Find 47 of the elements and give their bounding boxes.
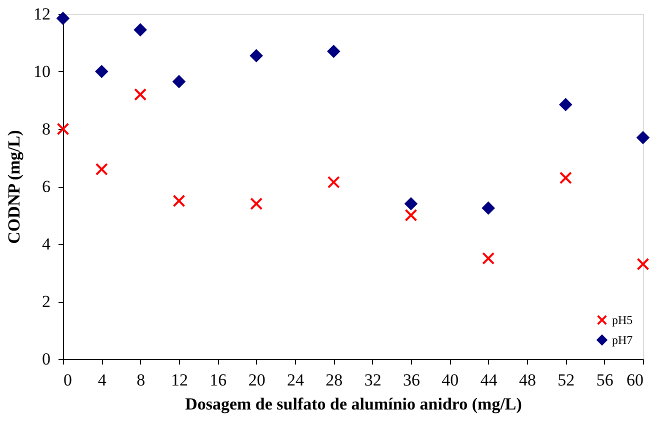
x-tick-label: 8 xyxy=(136,370,146,390)
point xyxy=(404,209,418,222)
y-tick-label: 6 xyxy=(42,177,50,196)
x-tick-label: 60 xyxy=(626,370,644,390)
point xyxy=(172,194,186,208)
y-tick-label: 10 xyxy=(34,62,50,81)
x-tick-label: 36 xyxy=(403,370,420,390)
x-axis-title: Dosagem de sulfato de alumínio anidro (mg/L) xyxy=(185,394,522,414)
legend-label: pH5 xyxy=(612,313,633,327)
point xyxy=(404,198,418,210)
point xyxy=(56,122,70,136)
x-tick-label: 52 xyxy=(558,370,575,390)
point xyxy=(95,163,108,176)
point xyxy=(327,176,340,188)
x-tick-label: 32 xyxy=(364,370,382,390)
x-tick-label: 28 xyxy=(326,370,343,390)
y-tick-label: 0 xyxy=(42,350,50,368)
point xyxy=(172,75,186,88)
x-tick-label: 20 xyxy=(248,370,266,390)
point xyxy=(482,252,495,265)
point xyxy=(134,24,147,36)
y-tick-label: 12 xyxy=(34,4,50,24)
point xyxy=(327,45,340,58)
x-tick-label: 24 xyxy=(287,370,304,390)
x-tick-label: 48 xyxy=(519,370,536,390)
legend-label: pH7 xyxy=(612,333,633,347)
point xyxy=(559,172,572,184)
y-tick-label: 8 xyxy=(42,120,50,138)
point xyxy=(95,65,108,78)
point xyxy=(559,98,572,111)
point xyxy=(482,202,495,214)
x-tick-label: 4 xyxy=(98,370,107,390)
x-tick-label: 0 xyxy=(64,370,72,390)
y-tick-label: 4 xyxy=(42,234,51,254)
x-tick-label: 12 xyxy=(171,370,188,390)
point xyxy=(134,88,147,101)
x-tick-label: 44 xyxy=(480,370,498,390)
point xyxy=(250,49,263,62)
x-tick-label: 56 xyxy=(596,370,614,390)
y-tick-label: 2 xyxy=(42,292,50,311)
point xyxy=(250,198,263,210)
point xyxy=(636,258,650,270)
y-axis-title: CODNP (mg/L) xyxy=(4,130,24,244)
x-tick-label: 40 xyxy=(442,370,459,390)
point xyxy=(636,131,650,144)
x-tick-label: 16 xyxy=(210,370,227,390)
point xyxy=(56,12,70,25)
